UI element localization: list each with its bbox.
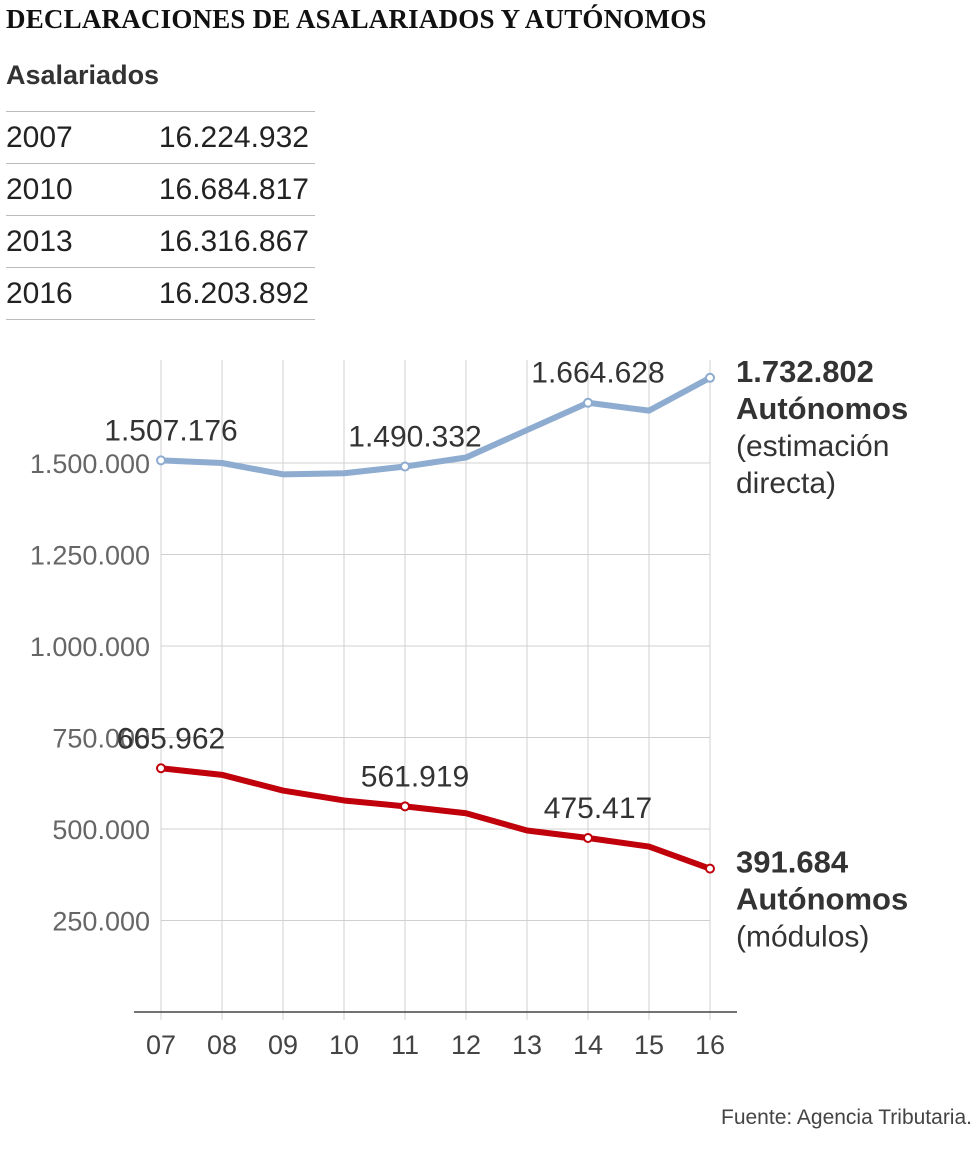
series-label-modulos: (módulos)	[736, 921, 869, 954]
series-line-modulos	[158, 765, 713, 872]
y-tick-label: 750.000	[52, 724, 150, 754]
x-tick-label: 15	[634, 1030, 664, 1060]
end-value-label-modulos: 391.684	[736, 845, 849, 880]
series-label-directa: directa)	[736, 467, 836, 500]
x-tick-label: 13	[512, 1030, 542, 1060]
salaried-table: 2007 16.224.932 2010 16.684.817 2013 16.…	[6, 111, 315, 320]
data-label-modulos: 665.962	[117, 722, 225, 755]
table-cell-year: 2007	[6, 111, 99, 164]
series-line-directa	[158, 374, 713, 478]
x-tick-label: 16	[695, 1030, 725, 1060]
end-value-label-directa: 1.732.802	[736, 354, 874, 389]
y-tick-label: 1.250.000	[30, 541, 150, 571]
table-row: 2010 16.684.817	[6, 163, 315, 216]
table-row: 2013 16.316.867	[6, 215, 315, 268]
data-point-modulos	[583, 832, 593, 843]
table-cell-year: 2010	[6, 163, 99, 216]
source-note: Fuente: Agencia Tributaria.	[721, 1106, 972, 1129]
data-point-directa	[705, 372, 715, 383]
x-tick-label: 09	[268, 1030, 298, 1060]
table-cell-value: 16.684.817	[98, 163, 315, 216]
table-cell-year: 2016	[6, 267, 99, 320]
x-tick-label: 11	[391, 1030, 419, 1060]
data-point-directa	[156, 455, 166, 466]
x-tick-label: 08	[207, 1030, 237, 1060]
salaried-table-heading: Asalariados	[6, 60, 160, 90]
chart-title: DECLARACIONES DE ASALARIADOS Y AUTÓNOMOS	[6, 4, 707, 34]
data-point-modulos	[156, 763, 166, 774]
data-label-modulos: 475.417	[544, 792, 652, 825]
data-label-directa: 1.490.332	[348, 421, 481, 454]
table-cell-value: 16.316.867	[98, 215, 315, 268]
series-label-modulos: Autónomos	[736, 882, 908, 917]
data-label-modulos: 561.919	[361, 760, 469, 793]
x-tick-label: 14	[573, 1030, 603, 1060]
x-tick-label: 07	[146, 1030, 176, 1060]
y-tick-label: 250.000	[52, 907, 150, 937]
table-row: 2016 16.203.892	[6, 267, 315, 320]
y-tick-label: 1.000.000	[30, 632, 150, 662]
y-tick-label: 1.500.000	[30, 449, 150, 479]
data-point-directa	[400, 461, 410, 472]
x-tick-label: 10	[329, 1030, 359, 1060]
data-point-directa	[583, 397, 593, 408]
table-cell-value: 16.203.892	[98, 267, 315, 320]
data-point-modulos	[705, 863, 715, 874]
table-cell-value: 16.224.932	[98, 111, 315, 164]
series-label-directa: Autónomos	[736, 391, 908, 426]
data-label-directa: 1.507.176	[104, 414, 237, 447]
x-tick-label: 12	[451, 1030, 481, 1060]
y-tick-label: 500.000	[52, 815, 150, 845]
table-row: 2007 16.224.932	[6, 111, 315, 164]
table-cell-year: 2013	[6, 215, 99, 268]
data-point-modulos	[400, 801, 410, 812]
data-label-directa: 1.664.628	[531, 357, 664, 390]
series-label-directa: (estimación	[736, 430, 889, 463]
